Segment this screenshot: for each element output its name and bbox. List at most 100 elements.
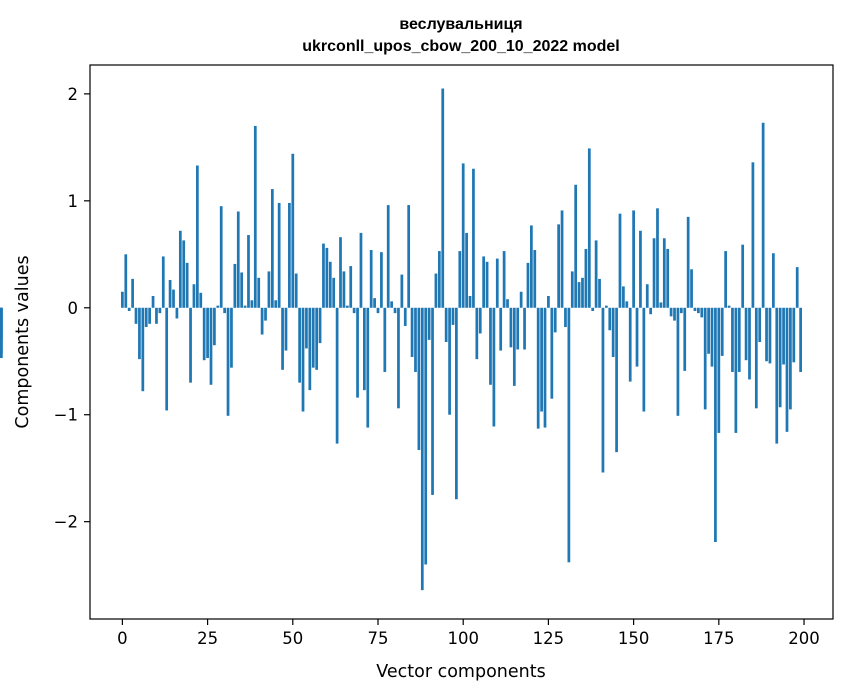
bar	[393, 307, 397, 314]
bar	[693, 307, 697, 311]
x-tick-label: 150	[618, 629, 650, 648]
bar	[247, 235, 250, 308]
bar	[553, 307, 557, 333]
bar	[509, 307, 513, 348]
bar	[359, 232, 363, 308]
bar	[390, 301, 393, 308]
bar	[233, 263, 237, 308]
bar	[356, 307, 359, 398]
bar	[168, 279, 172, 308]
bar	[451, 307, 455, 325]
bar	[345, 305, 349, 308]
bar	[642, 307, 646, 412]
bar	[472, 168, 475, 308]
bar	[594, 240, 598, 308]
bar	[574, 184, 578, 308]
y-axis: −2 −1 0 1 2	[54, 85, 90, 532]
bar	[250, 300, 254, 308]
y-axis-label: Components values	[13, 255, 33, 428]
bar	[468, 296, 472, 308]
bar	[243, 305, 247, 308]
bar	[547, 296, 550, 308]
bar	[144, 307, 148, 328]
bar	[175, 307, 179, 319]
bar	[686, 216, 690, 308]
bar	[789, 307, 792, 410]
bar	[151, 296, 155, 308]
bar	[328, 261, 332, 308]
bar	[148, 307, 152, 324]
bar	[737, 307, 741, 372]
bar	[155, 307, 158, 324]
bar	[652, 238, 656, 308]
bar	[765, 307, 768, 362]
bar	[560, 210, 564, 308]
bar	[782, 307, 785, 365]
plot-area-frame	[89, 64, 834, 620]
bar	[427, 307, 431, 340]
y-tick-label: −2	[54, 513, 78, 532]
bar	[754, 307, 758, 409]
bar	[731, 307, 734, 372]
bar	[751, 162, 755, 308]
bar	[437, 251, 441, 308]
bar	[349, 266, 353, 308]
bar	[332, 277, 336, 308]
bar	[373, 298, 376, 308]
bar	[533, 250, 537, 308]
bar	[669, 307, 673, 317]
bar	[219, 206, 223, 308]
bar	[274, 300, 278, 308]
bar	[424, 307, 428, 565]
bar	[785, 307, 789, 432]
bar	[645, 284, 649, 308]
chart-title: веслувальниця	[399, 16, 522, 33]
bar	[482, 256, 486, 308]
bar	[185, 262, 189, 308]
bar	[410, 307, 414, 357]
bar	[512, 307, 516, 386]
bar	[792, 307, 796, 363]
bar	[584, 248, 588, 308]
bar	[298, 307, 301, 383]
bar	[223, 307, 226, 314]
bar	[673, 307, 676, 321]
bar	[206, 307, 209, 359]
x-tick-label: 175	[703, 629, 735, 648]
bar	[516, 307, 520, 350]
bar	[564, 307, 567, 328]
bar	[267, 271, 271, 308]
bar	[216, 305, 220, 308]
bar	[666, 248, 670, 308]
bar	[363, 307, 366, 391]
bar	[799, 307, 802, 372]
bar	[257, 277, 261, 308]
bar	[724, 251, 728, 308]
bar	[679, 307, 683, 314]
y-tick-label: 1	[68, 192, 79, 211]
x-tick-label: 0	[117, 629, 128, 648]
bar	[158, 307, 162, 314]
bar	[461, 163, 465, 308]
bar	[591, 307, 595, 311]
bar	[761, 122, 765, 308]
bar	[127, 307, 131, 311]
bar	[441, 88, 445, 308]
bar	[270, 189, 274, 308]
bar	[172, 289, 175, 308]
bar	[182, 240, 186, 308]
bar	[727, 305, 731, 308]
x-axis-label: Vector components	[376, 662, 545, 682]
bar	[165, 307, 169, 411]
bar	[192, 284, 196, 308]
bar	[577, 282, 581, 308]
bar	[601, 307, 605, 473]
bar	[676, 307, 680, 416]
bar	[615, 307, 618, 453]
bar	[540, 307, 543, 412]
bar	[407, 205, 411, 308]
bar	[557, 224, 560, 308]
bar	[199, 292, 203, 308]
bar	[492, 307, 496, 427]
bar	[771, 253, 775, 308]
